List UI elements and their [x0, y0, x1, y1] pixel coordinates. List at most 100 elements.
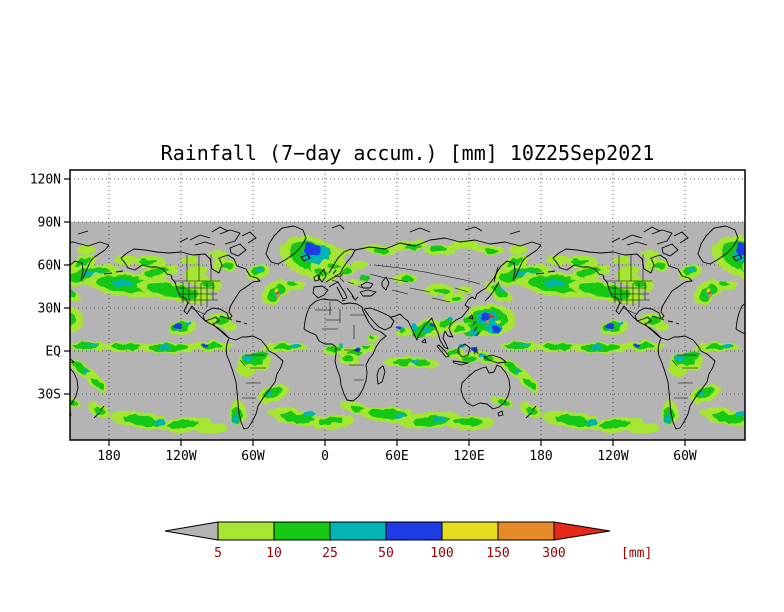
rain-cell [545, 255, 569, 265]
rain-cell [54, 321, 59, 325]
borders-layer [0, 254, 48, 398]
rain-cell [26, 344, 34, 348]
rain-cell [478, 353, 486, 357]
rain-cell [772, 399, 784, 418]
rain-cell [76, 246, 96, 254]
map-plot: 120N 90N 60N 30N EQ 30S 180 120W 60W 0 60E 120E 180 1… [0, 169, 784, 464]
rain-cell [0, 319, 12, 337]
rain-cell [342, 268, 352, 274]
rain-cell [2, 288, 18, 294]
borders-layer [606, 254, 698, 399]
rain-cell [440, 320, 452, 328]
rain-cell [463, 316, 477, 324]
lat-tick-label: 30S [38, 388, 61, 403]
rain-cell [13, 348, 33, 358]
rain-cell [233, 414, 239, 422]
rain-cell [496, 320, 502, 324]
legend-arrow-low [164, 521, 219, 541]
lon-tick-label: 60W [241, 449, 265, 464]
rain-cell [606, 323, 614, 329]
rain-cell [508, 246, 528, 254]
rain-cell [13, 293, 33, 303]
coastlines-layer [535, 225, 745, 430]
rain-cell [707, 294, 713, 298]
rain-cell [452, 296, 462, 302]
rain-cell [21, 326, 33, 332]
rain-cell [154, 419, 166, 425]
rain-cell [0, 414, 20, 427]
rain-cell [498, 287, 506, 293]
legend-threshold-label: 150 [486, 546, 509, 561]
rain-cell [676, 355, 684, 361]
rain-cell [174, 323, 182, 329]
rain-cell [543, 343, 575, 351]
rain-cell [70, 285, 77, 297]
rain-cell [485, 321, 491, 325]
rain-cell [489, 314, 493, 318]
lon-tick-label: 180 [529, 449, 552, 464]
rain-cell [349, 405, 365, 413]
rain-cell [722, 344, 732, 348]
colorbar: 5 10 25 50 100 150 300 [mm] [164, 521, 652, 561]
rain-cell [54, 323, 70, 333]
legend-threshold-label: 10 [266, 546, 282, 561]
rain-cell [19, 240, 47, 250]
rain-cell [614, 256, 630, 264]
rain-cell [668, 364, 688, 376]
rain-cell [616, 322, 622, 326]
rain-cell [774, 269, 784, 274]
rain-cell [747, 266, 764, 279]
rain-cell [775, 356, 784, 362]
rain-cell [147, 283, 199, 299]
rain-cell [778, 350, 784, 356]
rain-cell [762, 254, 778, 262]
rain-cell [124, 415, 160, 427]
rain-cell [362, 345, 370, 349]
lat-tick-label: 90N [38, 216, 61, 231]
rain-cell [343, 356, 353, 362]
rain-cell [360, 275, 370, 281]
lon-tick-label: 60W [673, 449, 697, 464]
rain-cell [70, 305, 84, 335]
colorbar-bar [164, 521, 611, 541]
rain-cell [571, 259, 589, 265]
lon-tick-label: 60E [385, 449, 408, 464]
lon-tick-label: 120E [453, 449, 484, 464]
rain-cell [689, 268, 695, 272]
legend-threshold-label: 100 [430, 546, 453, 561]
rain-cell [750, 416, 775, 426]
legend-threshold-label: 300 [542, 546, 565, 561]
lat-tick-label: 30N [38, 302, 61, 317]
rain-cell [25, 286, 41, 294]
legend-segment [497, 521, 555, 541]
rain-cell [736, 411, 745, 417]
rain-cell [556, 415, 592, 427]
rain-cell [767, 265, 784, 275]
legend-segment [273, 521, 331, 541]
rain-cell [91, 378, 105, 390]
rain-cell [2, 416, 14, 422]
rain-cell [447, 318, 453, 322]
rain-cell [31, 321, 54, 339]
rain-cell [64, 320, 70, 324]
rain-cell [188, 265, 208, 275]
colorbar-labels: 5 10 25 50 100 150 300 [mm] [214, 546, 652, 561]
rain-cell [257, 268, 263, 272]
rain-cell [184, 322, 190, 326]
rain-cell [758, 346, 772, 352]
rain-cell [304, 411, 316, 417]
rain-cell [36, 329, 46, 335]
borders-layer [174, 254, 481, 399]
rain-cell [434, 416, 446, 422]
rain-cell [698, 389, 706, 395]
legend-segment [217, 521, 275, 541]
rain-cell [468, 329, 478, 335]
rain-cell [520, 343, 530, 347]
rain-cell [326, 346, 340, 352]
rain-cell [412, 324, 418, 332]
legend-arrow-high [553, 521, 611, 541]
rain-cell [21, 418, 51, 426]
rain-cell [719, 280, 729, 286]
rainfall-layer [517, 235, 784, 434]
